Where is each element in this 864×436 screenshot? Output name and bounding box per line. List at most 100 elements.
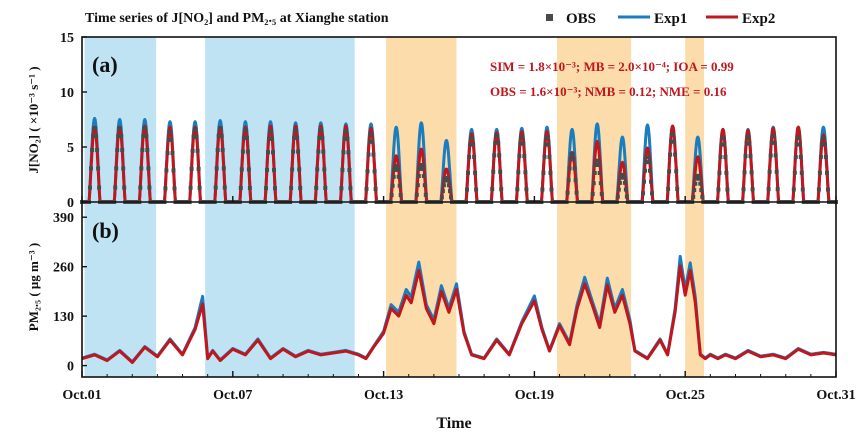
obs-point xyxy=(669,139,674,144)
obs-point xyxy=(197,185,202,190)
obs-point xyxy=(163,186,168,191)
obs-point xyxy=(444,176,449,181)
y-tick-label-b: 260 xyxy=(53,261,74,276)
obs-point xyxy=(118,126,123,131)
obs-point xyxy=(570,152,575,157)
obs-point xyxy=(675,186,680,191)
obs-point xyxy=(595,158,600,163)
obs-point xyxy=(521,141,526,146)
obs-point xyxy=(766,187,771,192)
obs-point xyxy=(667,169,672,174)
obs-point xyxy=(467,154,472,159)
plot-area-panel-a xyxy=(80,116,838,204)
obs-point xyxy=(272,167,276,172)
obs-point xyxy=(139,166,144,171)
obs-point xyxy=(747,141,752,146)
obs-point xyxy=(314,186,319,190)
obs-point xyxy=(693,181,698,186)
obs-point xyxy=(165,151,170,156)
obs-point xyxy=(746,134,751,139)
obs-point xyxy=(448,189,452,194)
obs-point xyxy=(172,186,177,191)
obs-point xyxy=(420,166,425,171)
obs-point xyxy=(671,132,676,137)
obs-point xyxy=(722,142,727,147)
obs-point xyxy=(119,133,124,138)
obs-point xyxy=(114,166,119,171)
obs-point xyxy=(520,134,525,139)
x-axis-label: Time xyxy=(436,415,471,432)
obs-point xyxy=(597,171,602,175)
obs-point xyxy=(696,173,701,178)
obs-point xyxy=(592,171,597,175)
obs-point xyxy=(391,174,396,179)
obs-point xyxy=(215,148,220,152)
obs-point xyxy=(366,152,371,157)
x-tick-label: Oct.19 xyxy=(515,388,554,403)
obs-point xyxy=(699,188,704,193)
obs-point xyxy=(340,167,345,172)
obs-point xyxy=(396,174,401,179)
obs-point xyxy=(419,163,424,168)
obs-point xyxy=(243,128,248,133)
obs-point xyxy=(545,136,550,140)
panel-a-label: (a) xyxy=(92,52,118,77)
obs-point xyxy=(315,167,320,172)
obs-point xyxy=(298,186,303,190)
obs-point xyxy=(292,135,297,140)
legend-obs-label: OBS xyxy=(566,11,596,27)
x-tick-label: Oct.01 xyxy=(62,388,101,403)
y-tick-label-b: 390 xyxy=(53,211,74,226)
obs-point xyxy=(774,169,779,174)
obs-point xyxy=(799,170,804,175)
obs-point xyxy=(94,133,99,138)
obs-point xyxy=(641,191,645,196)
obs-point xyxy=(414,192,419,197)
shaded-episode-a-1 xyxy=(205,37,355,202)
obs-point xyxy=(697,176,702,181)
obs-point xyxy=(120,148,125,152)
obs-point xyxy=(145,148,150,152)
legend: OBS Exp1 Exp2 xyxy=(546,11,775,27)
obs-point xyxy=(567,166,572,171)
obs-point xyxy=(341,150,346,155)
obs-point xyxy=(643,168,647,173)
obs-point xyxy=(691,194,696,199)
obs-point xyxy=(216,133,221,138)
obs-point xyxy=(473,170,478,175)
obs-point xyxy=(422,183,427,188)
legend-exp2-label: Exp2 xyxy=(742,11,775,27)
obs-point xyxy=(116,133,121,138)
obs-point xyxy=(222,185,227,190)
obs-point xyxy=(291,149,296,154)
obs-point xyxy=(547,154,552,159)
obs-point xyxy=(392,167,397,172)
obs-point xyxy=(93,126,98,131)
obs-point xyxy=(599,191,604,196)
obs-point xyxy=(493,140,498,145)
obs-point xyxy=(692,188,697,193)
obs-point xyxy=(372,169,377,174)
obs-point xyxy=(143,126,148,131)
obs-point xyxy=(296,149,301,154)
obs-point xyxy=(247,186,252,190)
obs-point xyxy=(573,178,578,183)
obs-point xyxy=(725,187,730,192)
obs-point xyxy=(470,136,475,140)
obs-point xyxy=(397,183,402,188)
obs-point xyxy=(91,133,96,138)
obs-point xyxy=(122,185,127,190)
chart-title: Time series of J[NO₂] and PM₂.₅ at Xiang… xyxy=(85,11,389,26)
obs-point xyxy=(238,186,243,190)
obs-point xyxy=(644,160,648,165)
obs-point xyxy=(719,142,724,147)
obs-point xyxy=(821,136,826,140)
obs-point xyxy=(543,142,548,147)
obs-point xyxy=(571,157,576,162)
obs-point xyxy=(346,150,351,155)
obs-point xyxy=(389,193,394,197)
obs-point xyxy=(369,132,374,137)
obs-point xyxy=(439,195,444,200)
obs-point xyxy=(323,186,328,190)
